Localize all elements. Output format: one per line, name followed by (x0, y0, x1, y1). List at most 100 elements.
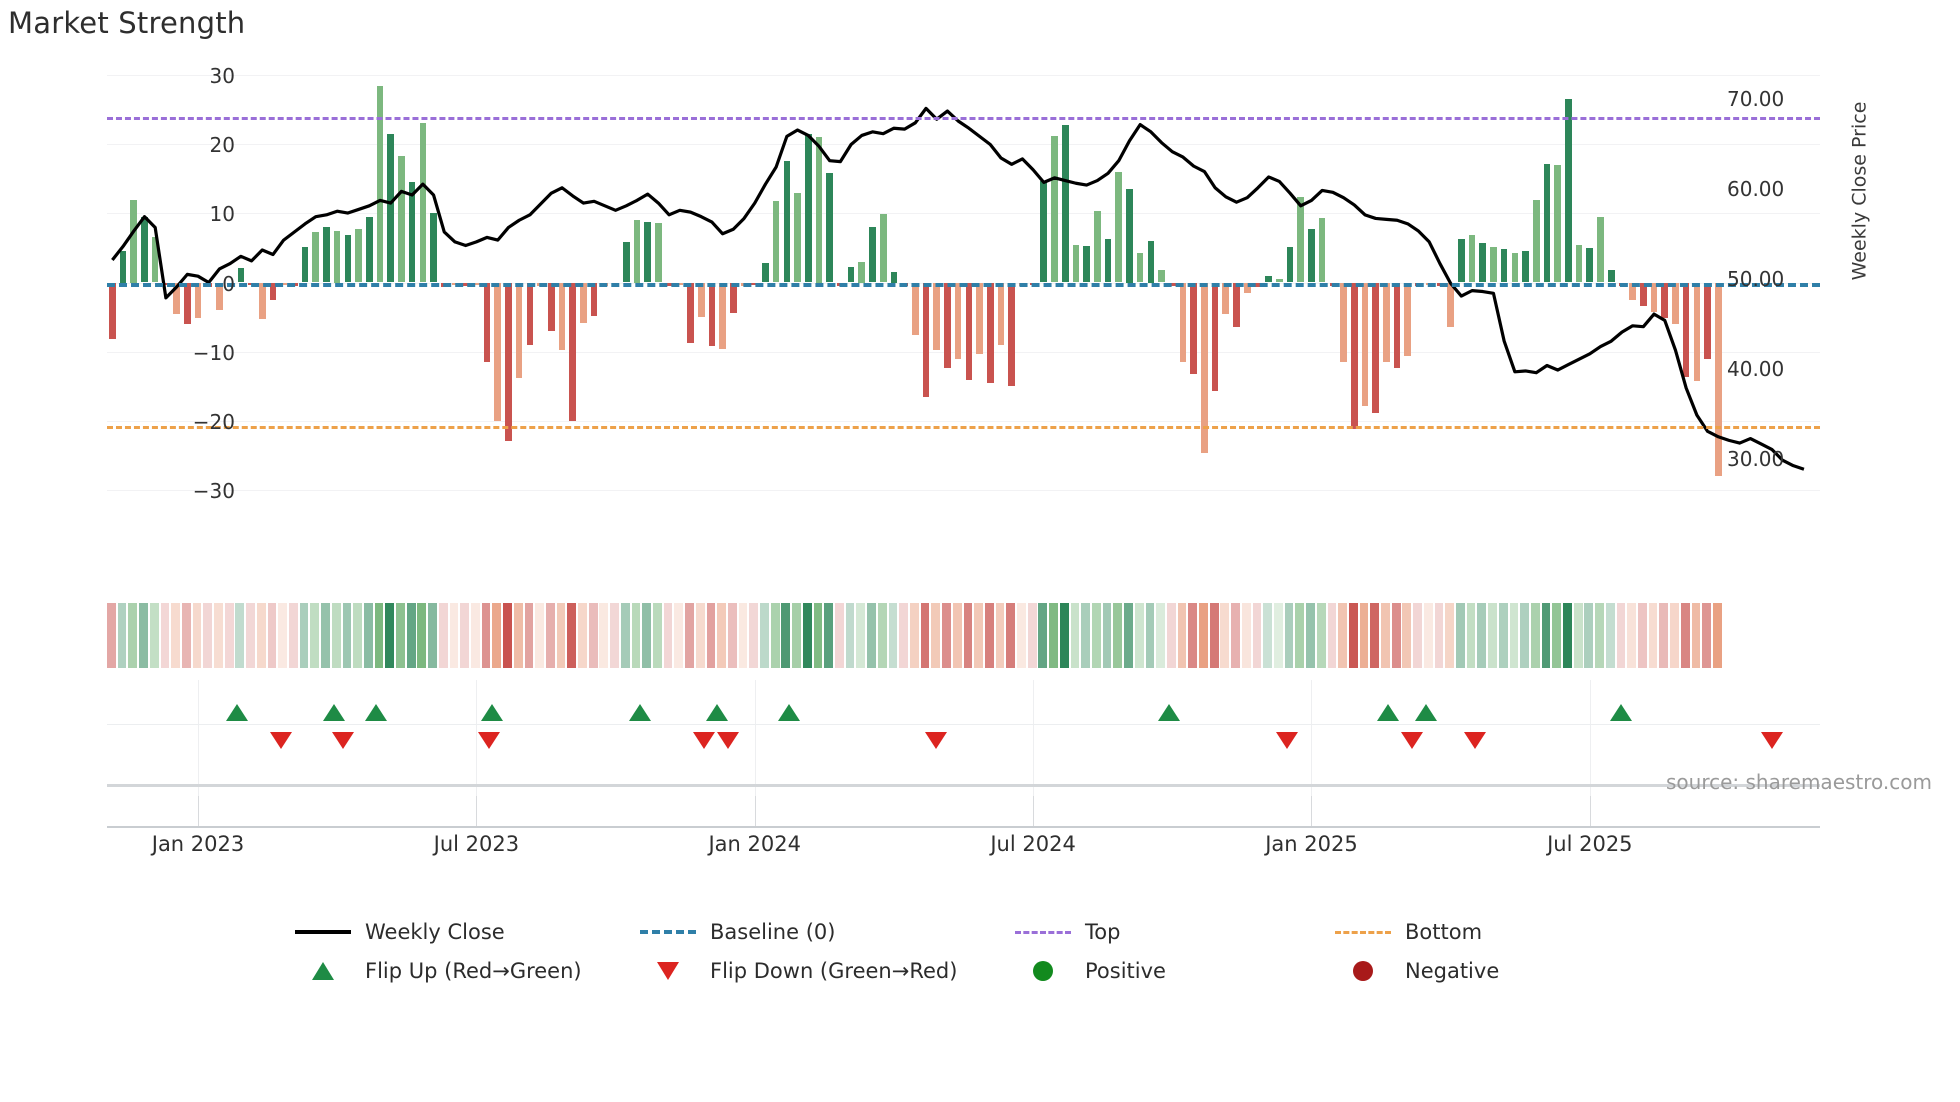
heatmap-cell (299, 603, 309, 668)
flip-up-marker[interactable] (777, 704, 800, 721)
heatmap-cell (974, 603, 983, 668)
heatmap-cell (888, 603, 898, 668)
legend-item-baseline-0[interactable]: Baseline (0) (640, 920, 835, 944)
heatmap-cell (160, 603, 170, 668)
flip-up-marker[interactable] (1157, 704, 1180, 721)
heatmap-cell (1552, 603, 1562, 668)
heatmap-cell (995, 603, 1005, 668)
heatmap-cell (1359, 603, 1369, 668)
flip-down-marker[interactable] (1761, 732, 1784, 749)
heatmap-cell (642, 603, 652, 668)
strength-bar (312, 232, 320, 283)
heatmap-cell (674, 603, 684, 668)
strength-bar (708, 282, 716, 347)
heatmap-cell (1070, 603, 1080, 668)
heatmap-cell (107, 603, 116, 668)
heatmap-cell (535, 603, 545, 668)
x-tick-mark (754, 796, 756, 826)
heatmap-cell (513, 603, 523, 668)
flip-down-marker[interactable] (478, 732, 501, 749)
x-gridline (1589, 680, 1591, 810)
flip-up-marker[interactable] (1415, 704, 1438, 721)
legend-item-positive[interactable]: Positive (1015, 959, 1166, 983)
y-tick-right: 30.00 (1727, 447, 1785, 472)
legend-item-flip-up-red-green[interactable]: Flip Up (Red→Green) (295, 959, 582, 983)
strength-bar (333, 230, 341, 283)
heatmap-cell (310, 603, 320, 668)
strength-bar (1297, 197, 1305, 283)
flip-up-marker[interactable] (322, 704, 345, 721)
heatmap-cell (331, 603, 341, 668)
strength-bar (954, 282, 962, 359)
strength-bar (1554, 164, 1561, 283)
strength-bar (216, 282, 223, 311)
heatmap-cell (1605, 603, 1615, 668)
strength-bar (398, 155, 405, 283)
main-plot-area (107, 75, 1820, 491)
strength-bar (1650, 282, 1658, 312)
heatmap-cell (481, 603, 491, 668)
flip-down-marker[interactable] (925, 732, 948, 749)
heatmap-cell (1348, 603, 1358, 668)
strength-heatmap-strip (107, 603, 1820, 668)
strength-bar (1340, 282, 1347, 363)
heatmap-cell (1541, 603, 1551, 668)
legend-item-top[interactable]: Top (1015, 920, 1120, 944)
heatmap-cell (1017, 603, 1026, 668)
heatmap-cell (342, 603, 352, 668)
strength-bar (558, 282, 566, 351)
flip-up-marker[interactable] (1376, 704, 1399, 721)
strength-bar (1704, 282, 1711, 359)
flip-up-marker[interactable] (629, 704, 652, 721)
heatmap-cell (1563, 603, 1572, 668)
legend-item-bottom[interactable]: Bottom (1335, 920, 1482, 944)
strength-bar (109, 282, 116, 340)
x-tick-label: Jul 2024 (990, 832, 1076, 856)
strength-bar (655, 223, 662, 283)
heatmap-cell (1284, 603, 1294, 668)
heatmap-cell (460, 603, 470, 668)
strength-bar (430, 213, 437, 283)
flip-up-marker[interactable] (705, 704, 728, 721)
legend-row: Flip Up (Red→Green) Flip Down (Green→Red)… (0, 959, 1960, 999)
legend-item-weekly-close[interactable]: Weekly Close (295, 920, 505, 944)
strength-bar (547, 282, 555, 331)
heatmap-cell (760, 603, 769, 668)
heatmap-cell (631, 603, 641, 668)
heatmap-cell (770, 603, 780, 668)
triangle-down-icon-glyph (657, 962, 679, 980)
flip-down-marker[interactable] (1400, 732, 1423, 749)
heatmap-cell (1038, 603, 1048, 668)
heatmap-cell (706, 603, 716, 668)
flip-down-marker[interactable] (332, 732, 355, 749)
flip-down-marker[interactable] (269, 732, 292, 749)
green-dot-icon-glyph (1033, 961, 1053, 981)
heatmap-cell (802, 603, 812, 668)
strength-bar (1308, 228, 1315, 283)
heatmap-cell (1113, 603, 1123, 668)
flip-down-marker[interactable] (1276, 732, 1299, 749)
flip-up-marker[interactable] (1610, 704, 1633, 721)
heatmap-cell (1520, 603, 1529, 668)
y-tick-left: −10 (192, 340, 235, 365)
strength-bar (1543, 163, 1551, 283)
strength-bar (986, 282, 994, 384)
strength-bar (965, 282, 973, 381)
flip-up-marker[interactable] (364, 704, 387, 721)
flip-up-marker[interactable] (225, 704, 248, 721)
heatmap-cell (824, 603, 834, 668)
flip-up-marker[interactable] (480, 704, 503, 721)
y-tick-left: 10 (209, 202, 235, 227)
flip-down-marker[interactable] (1464, 732, 1487, 749)
strength-bar (344, 234, 352, 283)
legend-item-flip-down-green-red[interactable]: Flip Down (Green→Red) (640, 959, 957, 983)
heatmap-cell (1648, 603, 1658, 668)
strength-bar (365, 216, 373, 283)
heatmap-cell (1702, 603, 1711, 668)
legend-item-negative[interactable]: Negative (1335, 959, 1499, 983)
heatmap-cell (1391, 603, 1401, 668)
strength-bar (997, 282, 1005, 345)
flip-down-marker[interactable] (692, 732, 715, 749)
flip-down-marker[interactable] (716, 732, 739, 749)
heatmap-cell (524, 603, 534, 668)
